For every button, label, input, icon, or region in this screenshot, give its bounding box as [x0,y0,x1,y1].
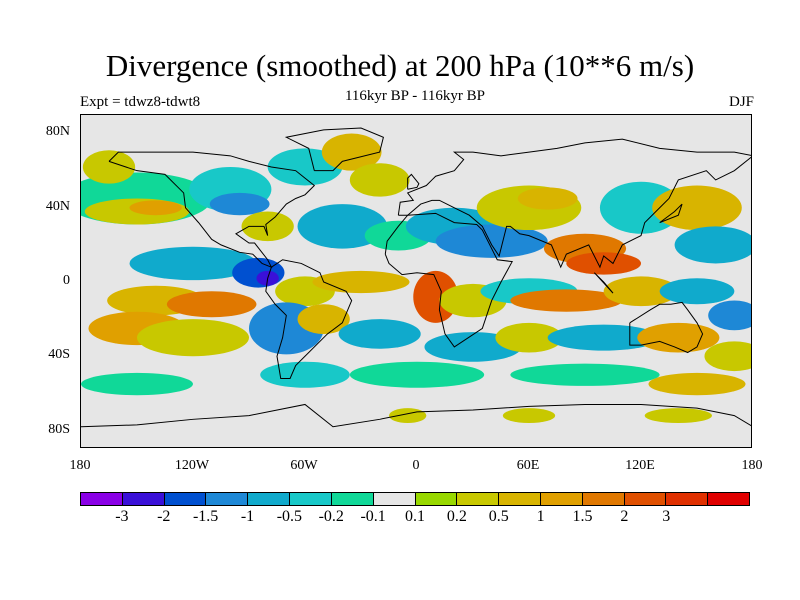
colorbar-swatch [373,493,416,505]
colorbar-label: 1 [536,508,545,525]
field-contour [297,204,388,249]
chart-title: Divergence (smoothed) at 200 hPa (10**6 … [105,48,695,83]
colorbar-label: -1.5 [192,508,219,525]
coastline [593,272,614,294]
colorbar-label: 0.5 [488,508,509,525]
x-tick-120w: 120W [174,458,210,473]
colorbar [80,492,750,506]
colorbar-swatch [331,493,374,505]
colorbar-swatch [122,493,165,505]
colorbar-swatch [624,493,667,505]
experiment-label: Expt = tdwz8-tdwt8 [80,94,201,110]
coastline [629,301,704,354]
x-tick-60e: 60E [516,458,540,473]
field-contour [435,224,548,258]
field-contour [209,192,270,216]
colorbar-label: -2 [157,508,171,525]
x-tick-60w: 60W [290,458,318,473]
coastline [397,138,751,269]
field-contour [517,187,578,210]
field-contour [137,319,249,357]
x-tick-180w: 180 [69,458,91,473]
coastline [407,173,420,190]
chart-subtitle: 116kyr BP - 116kyr BP [344,88,485,104]
colorbar-label: -0.2 [318,508,344,525]
field-contour [648,372,746,396]
field-contour [241,211,294,242]
y-tick-0: 0 [63,273,70,288]
field-contour [232,257,285,288]
field-contour [389,408,427,424]
divergence-map [81,115,751,447]
field-contour [603,276,679,307]
field-contour [166,291,257,318]
colorbar-label: -3 [115,508,129,525]
field-contour [652,185,742,231]
field-contour [81,372,193,396]
field-contour [321,133,382,171]
field-contour [510,363,660,386]
field-contour [644,408,712,424]
field-contour [566,252,641,275]
colorbar-swatch [540,493,583,505]
field-contour [312,270,410,294]
y-tick-80s: 80S [48,422,70,437]
field-contour [637,322,720,353]
colorbar-swatch [582,493,625,505]
colorbar-label: 0.1 [405,508,425,525]
coastline [265,259,353,379]
field-contour [708,300,751,331]
field-contour [260,361,350,388]
colorbar-swatch [708,493,749,505]
y-tick-40n: 40N [45,199,70,214]
coastline [384,212,513,348]
coastline [81,403,751,428]
map-plot-area [80,114,752,448]
field-contour [547,324,660,351]
field-contour [129,246,257,281]
season-label: DJF [728,94,754,110]
coastline [659,203,683,224]
field-contour [82,150,136,184]
coastline [284,127,384,172]
field-contour [502,408,556,424]
colorbar-swatch [499,493,541,505]
coastlines [81,127,751,428]
field-contour [659,278,735,305]
divergence-field [81,133,751,424]
x-tick-0: 0 [412,458,420,473]
y-tick-40s: 40S [48,347,70,362]
field-contour [704,341,751,372]
field-contour [349,163,410,197]
colorbar-label: -0.1 [360,508,386,525]
colorbar-label: 2 [620,508,629,525]
x-tick-180e: 180 [741,458,763,473]
colorbar-swatch [290,493,332,505]
colorbar-swatch [415,493,458,505]
colorbar-swatch [206,493,249,505]
field-contour [674,226,751,264]
x-tick-120e: 120E [625,458,655,473]
colorbar-label: -1 [240,508,255,525]
field-contour [338,319,421,349]
colorbar-swatch [248,493,291,505]
colorbar-swatch [457,493,500,505]
colorbar-label: 3 [662,508,671,525]
coastline [108,151,316,269]
y-tick-80n: 80N [45,124,70,139]
colorbar-label: 0.2 [446,508,467,525]
colorbar-swatch [164,493,207,505]
colorbar-label: 1.5 [572,508,593,525]
colorbar-swatch [666,493,709,505]
colorbar-label: -0.5 [276,508,303,525]
field-contour [510,289,623,312]
field-contour [349,361,485,388]
field-contour [129,200,182,216]
field-contour [495,322,563,353]
colorbar-swatch [81,493,123,505]
